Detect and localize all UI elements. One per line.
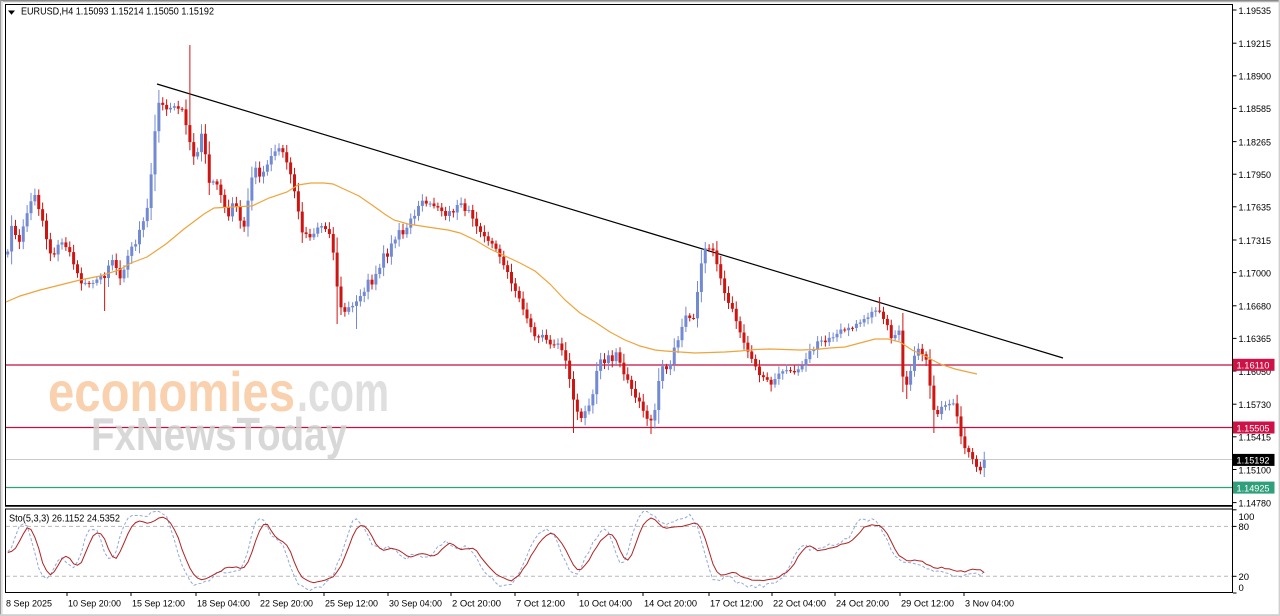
svg-text:2 Oct 20:00: 2 Oct 20:00 (452, 599, 501, 610)
svg-text:30 Sep 04:00: 30 Sep 04:00 (389, 599, 442, 610)
svg-text:14 Oct 20:00: 14 Oct 20:00 (644, 599, 697, 610)
svg-text:1.18585: 1.18585 (1239, 104, 1272, 115)
svg-text:1.19535: 1.19535 (1239, 6, 1272, 17)
svg-text:100: 100 (1239, 512, 1255, 523)
svg-text:0: 0 (1239, 583, 1244, 594)
svg-text:3 Nov 04:00: 3 Nov 04:00 (965, 599, 1014, 610)
svg-text:1.15100: 1.15100 (1239, 465, 1272, 476)
svg-text:29 Oct 12:00: 29 Oct 12:00 (901, 599, 954, 610)
svg-text:Sto(5,3,3) 26.1152 24.5352: Sto(5,3,3) 26.1152 24.5352 (9, 514, 120, 525)
svg-text:1.15415: 1.15415 (1239, 433, 1272, 444)
svg-text:FxNewsToday: FxNewsToday (91, 408, 347, 460)
svg-text:1.19215: 1.19215 (1239, 39, 1272, 50)
svg-text:1.18265: 1.18265 (1239, 137, 1272, 148)
svg-text:22 Oct 04:00: 22 Oct 04:00 (773, 599, 826, 610)
svg-text:1.14780: 1.14780 (1239, 498, 1272, 509)
svg-text:1.17635: 1.17635 (1239, 203, 1272, 214)
svg-text:1.15505: 1.15505 (1237, 423, 1270, 434)
svg-text:1.17000: 1.17000 (1239, 268, 1272, 279)
svg-text:10 Oct 04:00: 10 Oct 04:00 (579, 599, 632, 610)
svg-text:economies: economies (48, 360, 295, 423)
svg-text:22 Sep 20:00: 22 Sep 20:00 (260, 599, 313, 610)
svg-text:15 Sep 12:00: 15 Sep 12:00 (132, 599, 185, 610)
svg-text:8 Sep 2025: 8 Sep 2025 (6, 599, 52, 610)
svg-text:17 Oct 12:00: 17 Oct 12:00 (710, 599, 763, 610)
svg-text:.com: .com (297, 360, 389, 423)
svg-text:1.17315: 1.17315 (1239, 236, 1272, 247)
svg-text:10 Sep 20:00: 10 Sep 20:00 (68, 599, 121, 610)
svg-text:EURUSD,H4 1.15093 1.15214 1.1: EURUSD,H4 1.15093 1.15214 1.15050 1.1519… (21, 7, 214, 18)
svg-text:1.16680: 1.16680 (1239, 302, 1272, 313)
svg-text:1.16110: 1.16110 (1237, 361, 1270, 372)
svg-text:1.15192: 1.15192 (1237, 456, 1270, 467)
svg-text:1.14925: 1.14925 (1237, 483, 1270, 494)
svg-text:25 Sep 12:00: 25 Sep 12:00 (325, 599, 378, 610)
svg-text:1.16050: 1.16050 (1239, 367, 1272, 378)
svg-text:1.16365: 1.16365 (1239, 334, 1272, 345)
svg-text:80: 80 (1239, 522, 1250, 533)
svg-text:7 Oct 12:00: 7 Oct 12:00 (516, 599, 565, 610)
svg-text:1.17950: 1.17950 (1239, 170, 1272, 181)
svg-text:1.18900: 1.18900 (1239, 72, 1272, 83)
svg-text:20: 20 (1239, 572, 1250, 583)
svg-text:18 Sep 04:00: 18 Sep 04:00 (197, 599, 250, 610)
svg-text:24 Oct 20:00: 24 Oct 20:00 (836, 599, 889, 610)
svg-text:1.15730: 1.15730 (1239, 400, 1272, 411)
